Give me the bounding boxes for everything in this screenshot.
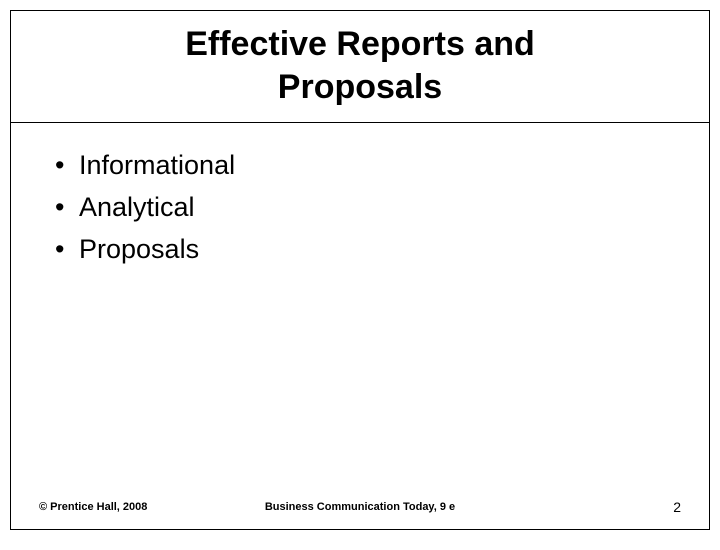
bullet-list: Informational Analytical Proposals <box>51 145 669 271</box>
bullet-item: Analytical <box>51 187 669 229</box>
title-line-2: Proposals <box>278 68 442 106</box>
title-box: Effective Reports and Proposals <box>11 11 709 123</box>
bullet-item: Proposals <box>51 229 669 271</box>
slide-container: Effective Reports and Proposals Informat… <box>10 10 710 530</box>
slide-footer: © Prentice Hall, 2008 Business Communica… <box>11 499 709 515</box>
footer-copyright: © Prentice Hall, 2008 <box>39 501 147 513</box>
bullet-item: Informational <box>51 145 669 187</box>
title-line-1: Effective Reports and <box>185 25 535 63</box>
footer-book-title: Business Communication Today, 9 e <box>265 501 455 513</box>
footer-page-number: 2 <box>673 499 681 515</box>
content-area: Informational Analytical Proposals <box>11 123 709 293</box>
slide-title: Effective Reports and Proposals <box>31 23 689 108</box>
